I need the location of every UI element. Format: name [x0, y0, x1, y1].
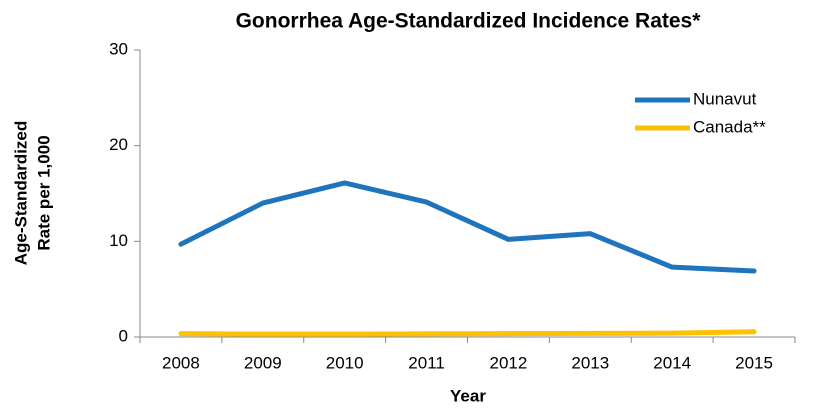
y-tick-label: 20 [109, 135, 128, 154]
y-axis-label: Rate per 1,000 [34, 135, 53, 250]
x-tick-label: 2009 [244, 353, 282, 372]
y-axis-label: Age-Standardized [11, 121, 30, 266]
x-axis-label: Year [450, 386, 486, 405]
x-tick-label: 2013 [571, 353, 609, 372]
series-line [178, 180, 757, 274]
x-tick-label: 2015 [735, 353, 773, 372]
y-tick-label: 0 [119, 326, 128, 345]
x-tick-label: 2008 [162, 353, 200, 372]
legend-label: Nunavut [693, 89, 757, 108]
chart-title: Gonorrhea Age-Standardized Incidence Rat… [236, 10, 702, 33]
y-tick-label: 10 [109, 231, 128, 250]
x-tick-label: 2014 [653, 353, 691, 372]
legend-label: Canada** [693, 117, 766, 136]
y-tick-label: 30 [109, 39, 128, 58]
series-line [178, 329, 757, 337]
x-tick-label: 2012 [490, 353, 528, 372]
x-tick-label: 2010 [326, 353, 364, 372]
x-tick-label: 2011 [408, 353, 445, 372]
